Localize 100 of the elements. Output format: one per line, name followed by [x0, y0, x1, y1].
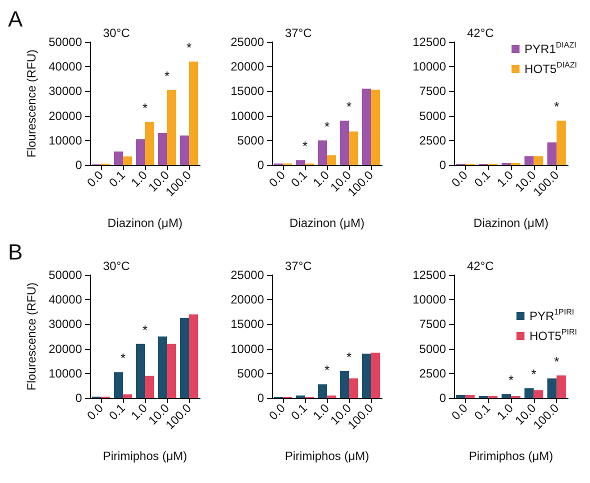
x-axis-title: Diazinon (μM)	[474, 216, 548, 230]
annotation: *	[142, 100, 148, 116]
x-tick-label: 1.0	[310, 400, 332, 423]
chart-title: 42°C	[467, 26, 494, 40]
y-tick-label: 2500	[419, 133, 446, 148]
x-axis-title: Pirimiphos (μM)	[284, 449, 370, 463]
annotation: *	[324, 118, 330, 134]
x-axis-title: Diazinon (μM)	[108, 216, 182, 230]
bar	[547, 378, 557, 398]
bar	[123, 156, 132, 165]
y-axis-title: Flourescence (RFU)	[24, 49, 39, 158]
bar	[180, 318, 189, 398]
x-tick-label: 0.1	[288, 400, 310, 423]
x-axis-title: Diazinon (μM)	[290, 216, 364, 230]
y-tick-label: 10000	[230, 108, 264, 123]
x-tick-label: 1.0	[494, 168, 516, 190]
y-tick-label: 7500	[419, 317, 446, 332]
y-tick-label: 15000	[230, 317, 264, 332]
y-tick-label: 12500	[412, 268, 446, 282]
bar	[114, 151, 123, 165]
bar	[340, 370, 349, 398]
bar	[123, 394, 132, 398]
y-tick-label: 25000	[230, 35, 264, 49]
y-tick-label: 7500	[419, 84, 446, 98]
y-tick-label: 5000	[419, 108, 446, 123]
x-tick-label: 1.0	[128, 400, 150, 423]
bar	[189, 62, 198, 165]
bar	[158, 133, 167, 165]
bar	[534, 156, 544, 165]
y-tick-label: 12500	[412, 35, 446, 49]
y-tick-label: 10000	[230, 342, 264, 356]
bar	[534, 390, 544, 398]
text: A	[8, 6, 23, 32]
x-tick-label: 1.0	[494, 400, 516, 423]
y-tick-label: 50000	[48, 268, 82, 282]
y-tick-label: 20000	[48, 342, 82, 356]
bar	[167, 344, 176, 398]
y-tick-label: 0	[257, 391, 264, 405]
x-tick-label: 0.0	[266, 168, 288, 190]
y-tick-label: 20000	[230, 292, 264, 307]
y-tick-label: 25000	[230, 268, 264, 282]
x-tick-label: 0.1	[471, 400, 494, 423]
x-tick-label: 0.0	[84, 400, 106, 423]
bar	[145, 122, 154, 165]
x-tick-label: 0.0	[448, 400, 471, 423]
x-tick-label: 0.1	[106, 400, 128, 423]
annotation: *	[120, 350, 126, 366]
y-tick-label: 5000	[237, 133, 264, 148]
bar	[180, 135, 189, 165]
bar	[167, 90, 176, 165]
y-tick-label: 10000	[412, 60, 446, 74]
bar	[371, 352, 380, 398]
y-tick-label: 30000	[48, 317, 82, 332]
bar	[362, 88, 371, 165]
y-tick-label: 30000	[48, 84, 82, 98]
bar	[556, 120, 566, 165]
annotation: *	[346, 99, 352, 114]
bar	[371, 90, 380, 165]
bar	[349, 378, 358, 398]
chart-title: 37°C	[285, 259, 312, 273]
x-tick-label: 0.0	[448, 168, 471, 190]
y-tick-label: 0	[439, 391, 446, 405]
annotation: *	[531, 366, 536, 382]
bar	[362, 354, 371, 398]
bar	[340, 120, 349, 165]
chart-title: 30°C	[103, 26, 130, 40]
y-tick-label: 0	[257, 158, 264, 172]
bar	[524, 156, 534, 165]
y-tick-label: 2500	[419, 366, 446, 380]
x-tick-label: 0.1	[471, 168, 494, 190]
bar	[296, 160, 305, 165]
y-tick-label: 0	[439, 158, 446, 172]
bar	[556, 375, 566, 398]
bar	[318, 140, 327, 165]
y-tick-label: 15000	[230, 84, 264, 98]
y-axis-title: Flourescence (RFU)	[24, 282, 39, 391]
bar	[114, 372, 123, 398]
annotation: *	[186, 40, 192, 56]
chart-title: 30°C	[103, 259, 130, 273]
y-tick-label: 5000	[419, 342, 446, 356]
annotation: *	[164, 68, 170, 84]
y-tick-label: 10000	[412, 292, 446, 307]
bar	[318, 384, 327, 398]
bar	[189, 314, 198, 398]
bar	[456, 395, 466, 398]
x-tick-label: 0.0	[266, 400, 288, 423]
x-tick-label: 1.0	[310, 168, 332, 190]
bar	[145, 376, 154, 398]
annotation: *	[554, 99, 560, 114]
bar	[547, 142, 557, 165]
annotation: *	[346, 349, 352, 364]
y-tick-label: 40000	[48, 60, 82, 74]
y-tick-label: 10000	[48, 366, 82, 380]
annotation: *	[142, 322, 148, 338]
bar	[465, 395, 475, 398]
bar	[502, 394, 511, 398]
y-tick-label: 50000	[48, 35, 82, 49]
y-tick-label: 20000	[48, 108, 82, 123]
bar	[136, 344, 145, 398]
y-tick-label: 40000	[48, 292, 82, 307]
